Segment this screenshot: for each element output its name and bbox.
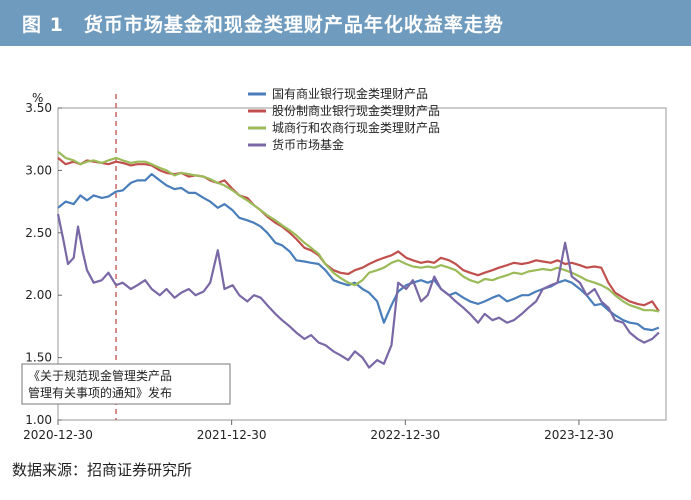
x-tick-label: 2020-12-30 <box>23 428 93 442</box>
y-tick-label: 3.00 <box>25 163 52 177</box>
series-line-1 <box>57 173 660 332</box>
annotation-text: 管理有关事项的通知》发布 <box>28 385 172 400</box>
legend-label: 货币市场基金 <box>272 137 344 152</box>
chart-title: 图 1 货币市场基金和现金类理财产品年化收益率走势 <box>22 14 504 36</box>
x-tick-label: 2021-12-30 <box>197 428 267 442</box>
legend-label: 国有商业银行现金类理财产品 <box>272 86 428 101</box>
annotation-text: 《关于规范现金管理类产品 <box>28 368 172 383</box>
annotation-box <box>21 363 231 405</box>
y-tick-label: 1.00 <box>25 413 52 427</box>
source-note: 数据来源：招商证券研究所 <box>12 461 193 479</box>
chart-panel: 1.00 1.50 2.00 2.50 3.00 3.50% 2020-12-30 2021-… <box>10 56 681 449</box>
y-tick-label: 2.00 <box>25 288 52 302</box>
line-chart: 1.00 1.50 2.00 2.50 3.00 3.50% 2020-12-30 2021-… <box>21 86 667 442</box>
legend-label: 城商行和农商行现金类理财产品 <box>272 120 440 135</box>
y-tick-label: 1.50 <box>25 351 52 365</box>
y-tick-label: 2.50 <box>25 226 52 240</box>
y-axis-unit: % <box>32 91 43 105</box>
plot-frame <box>57 107 667 421</box>
series-line-2 <box>57 157 660 313</box>
title-bar: 图 1 货币市场基金和现金类理财产品年化收益率走势 <box>0 0 691 46</box>
series-line-3 <box>57 150 660 313</box>
x-tick-label: 2022-12-30 <box>370 428 440 442</box>
legend-label: 股份制商业银行现金类理财产品 <box>272 103 440 118</box>
series-line-4 <box>56 213 660 369</box>
y-tick-label: 3.50 <box>25 101 52 115</box>
x-tick-label: 2023-12-30 <box>544 428 614 442</box>
